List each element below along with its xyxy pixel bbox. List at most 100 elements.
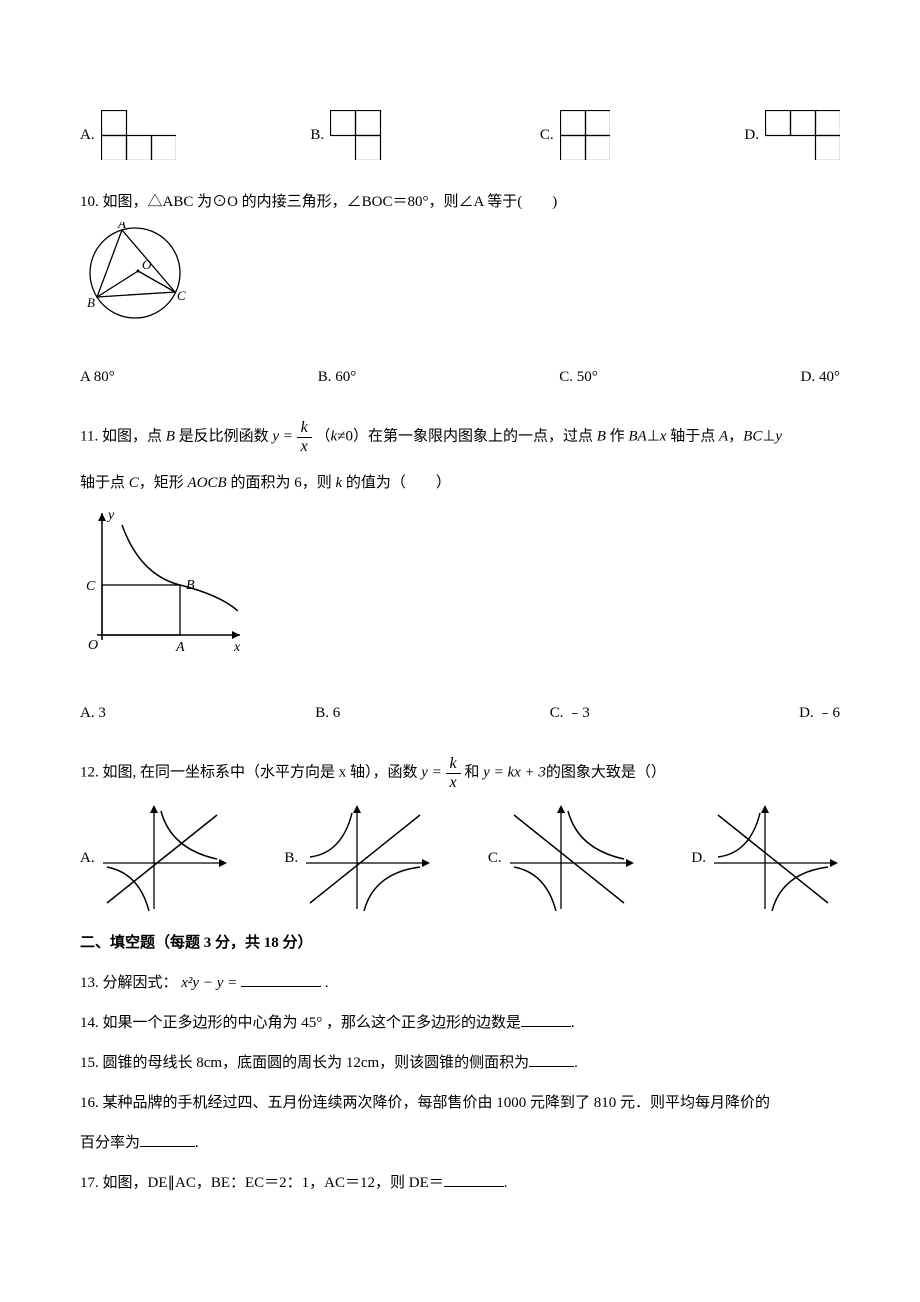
- t: .: [325, 975, 329, 991]
- svg-text:B: B: [87, 295, 95, 310]
- svg-text:A: A: [117, 222, 126, 231]
- t: ⊥: [647, 429, 660, 445]
- q12-text: 12. 如图, 在同一坐标系中（水平方向是 x 轴），函数 y = kx 和 y…: [80, 755, 840, 791]
- q10-opt-a[interactable]: A 80°: [80, 365, 115, 389]
- q10-text: 10. 如图，△ABC 为⊙O 的内接三角形，∠BOC＝80°，则∠A 等于( …: [80, 190, 840, 214]
- t: ≠0）在第一象限内图象上的一点，过点: [337, 429, 596, 445]
- q11-opt-b[interactable]: B. 6: [315, 701, 340, 725]
- t: 17. 如图，DE∥AC，BE：EC＝2：1，AC＝12，则 DE＝: [80, 1175, 444, 1191]
- q14: 14. 如果一个正多边形的中心角为 45° ，那么这个正多边形的边数是.: [80, 1011, 840, 1035]
- svg-text:A: A: [175, 640, 185, 655]
- numerator: k: [446, 755, 461, 774]
- tetromino-c: [560, 110, 610, 160]
- tetromino-a: [101, 110, 176, 160]
- opt-label: C.: [488, 846, 502, 870]
- t: .: [574, 1055, 578, 1071]
- opt-label: C.: [540, 123, 554, 147]
- q12-opt-b[interactable]: B.: [284, 803, 432, 913]
- q9-option-c[interactable]: C.: [540, 110, 610, 160]
- var-bc: BC: [743, 429, 762, 445]
- svg-text:O: O: [142, 257, 152, 272]
- q10-opt-d[interactable]: D. 40°: [801, 365, 840, 389]
- t: .: [195, 1135, 199, 1151]
- q11-opt-c[interactable]: C. ﹣3: [550, 701, 590, 725]
- t: .: [504, 1175, 508, 1191]
- t: ⊥: [762, 429, 775, 445]
- t: 16. 某种品牌的手机经过四、五月份连续两次降价，每部售价由 1000 元降到了…: [80, 1095, 770, 1111]
- q11-text-line2: 轴于点 C，矩形 AOCB 的面积为 6，则 k 的值为（ ）: [80, 471, 840, 495]
- opt-label: D.: [744, 123, 759, 147]
- q10-opt-b[interactable]: B. 60°: [318, 365, 357, 389]
- fraction: kx: [297, 419, 312, 455]
- q9-options: A. B. C. D.: [80, 110, 840, 160]
- eq: y =: [272, 429, 296, 445]
- t: 的值为（ ）: [342, 475, 451, 491]
- blank[interactable]: [521, 1012, 571, 1027]
- q17: 17. 如图，DE∥AC，BE：EC＝2：1，AC＝12，则 DE＝.: [80, 1171, 840, 1195]
- blank[interactable]: [241, 972, 321, 987]
- q11-opt-d[interactable]: D. ﹣6: [799, 701, 840, 725]
- opt-label: A.: [80, 846, 95, 870]
- blank[interactable]: [140, 1132, 195, 1147]
- eq: y =: [421, 765, 445, 781]
- section-2-title: 二、填空题（每题 3 分，共 18 分）: [80, 931, 840, 955]
- t: 15. 圆锥的母线长 8cm，底面圆的周长为 12cm，则该圆锥的侧面积为: [80, 1055, 529, 1071]
- svg-text:y: y: [106, 508, 115, 523]
- q9-option-b[interactable]: B.: [310, 110, 405, 160]
- graph-b: [302, 803, 432, 913]
- q9-option-d[interactable]: D.: [744, 110, 840, 160]
- t: 13. 分解因式：: [80, 975, 178, 991]
- blank[interactable]: [444, 1172, 504, 1187]
- blank[interactable]: [529, 1052, 574, 1067]
- q16: 16. 某种品牌的手机经过四、五月份连续两次降价，每部售价由 1000 元降到了…: [80, 1091, 840, 1115]
- var-aocb: AOCB: [188, 475, 227, 491]
- q11-text: 11. 如图，点 B 是反比例函数 y = kx （k ≠0）在第一象限内图象上的…: [80, 419, 840, 455]
- t: 的面积为 6，则: [227, 475, 336, 491]
- q10-options: A 80° B. 60° C. 50° D. 40°: [80, 365, 840, 389]
- var-b: B: [597, 429, 606, 445]
- q12-opt-a[interactable]: A.: [80, 803, 229, 913]
- expr: x²y − y =: [181, 975, 237, 991]
- graph-c: [506, 803, 636, 913]
- svg-text:O: O: [88, 638, 98, 653]
- graph-a: [99, 803, 229, 913]
- q11-options: A. 3 B. 6 C. ﹣3 D. ﹣6: [80, 701, 840, 725]
- t: ，: [728, 429, 743, 445]
- t: 的图象大致是（）: [546, 765, 666, 781]
- t: 作: [606, 429, 629, 445]
- t: .: [571, 1015, 575, 1031]
- svg-text:C: C: [86, 579, 96, 594]
- svg-text:x: x: [233, 640, 241, 655]
- numerator: k: [297, 419, 312, 438]
- svg-text:B: B: [186, 578, 195, 593]
- q12-opt-c[interactable]: C.: [488, 803, 636, 913]
- q12-options: A. B. C. D.: [80, 803, 840, 913]
- t: 14. 如果一个正多边形的中心角为 45° ，那么这个正多边形的边数是: [80, 1015, 521, 1031]
- graph-d: [710, 803, 840, 913]
- opt-label: B.: [310, 123, 324, 147]
- q10-figure: ABCO: [80, 222, 840, 335]
- eq2: y = kx + 3: [483, 765, 546, 781]
- opt-label: B.: [284, 846, 298, 870]
- q16-line2: 百分率为.: [80, 1131, 840, 1155]
- q11-opt-a[interactable]: A. 3: [80, 701, 106, 725]
- var-a: A: [719, 429, 728, 445]
- q10-opt-c[interactable]: C. 50°: [559, 365, 598, 389]
- q9-option-a[interactable]: A.: [80, 110, 176, 160]
- t: 11. 如图，点: [80, 429, 166, 445]
- tetromino-b: [330, 110, 405, 160]
- opt-label: A.: [80, 123, 95, 147]
- q11-figure: y x O A B C: [80, 503, 840, 671]
- t: （: [316, 429, 331, 445]
- q13: 13. 分解因式： x²y − y = .: [80, 971, 840, 995]
- hyperbola-rect-diagram: y x O A B C: [80, 503, 250, 663]
- q12-opt-d[interactable]: D.: [691, 803, 840, 913]
- fraction: kx: [446, 755, 461, 791]
- var-y: y: [775, 429, 782, 445]
- t: ，矩形: [139, 475, 188, 491]
- q15: 15. 圆锥的母线长 8cm，底面圆的周长为 12cm，则该圆锥的侧面积为.: [80, 1051, 840, 1075]
- t: 是反比例函数: [175, 429, 273, 445]
- t: 轴于点: [666, 429, 719, 445]
- var-ba: BA: [628, 429, 646, 445]
- t: 12. 如图, 在同一坐标系中（水平方向是 x 轴），函数: [80, 765, 421, 781]
